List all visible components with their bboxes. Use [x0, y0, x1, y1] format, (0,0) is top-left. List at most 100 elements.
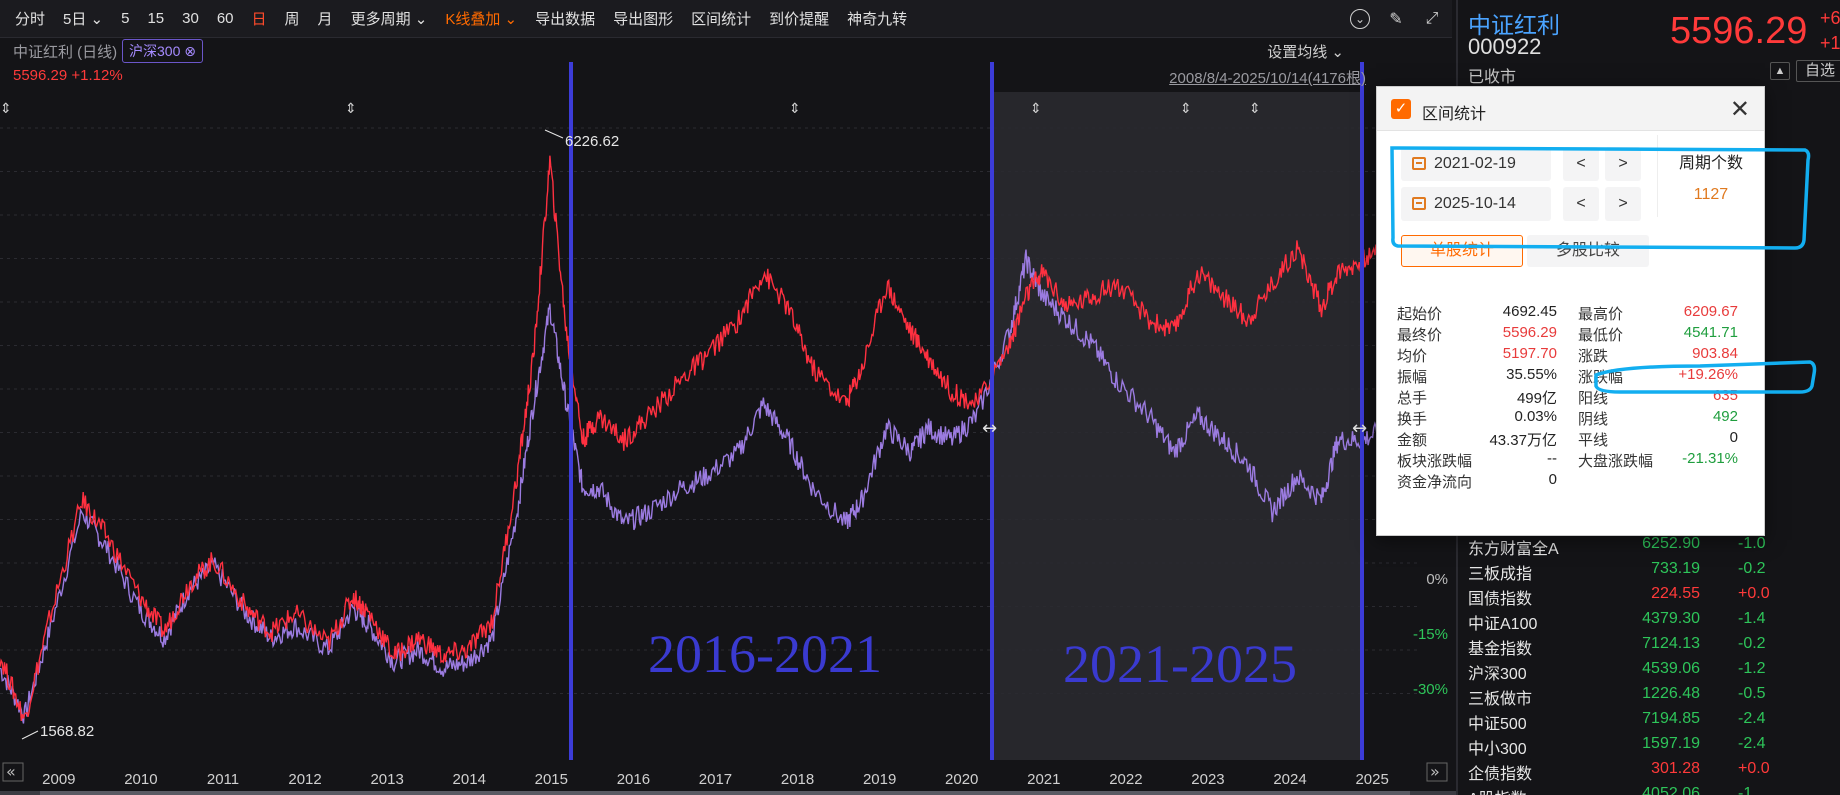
stat-row: 换手 0.03%: [1397, 408, 1557, 429]
list-item[interactable]: 中小300 1597.19 -2.4: [1458, 732, 1840, 758]
annotation-2016-2021: 2016-2021: [648, 624, 882, 684]
drag-handle-icon[interactable]: ⇕: [789, 101, 801, 117]
toolbar-item-6[interactable]: 日: [243, 8, 276, 29]
close-icon[interactable]: ✕: [1729, 96, 1750, 123]
list-item[interactable]: 中证A100 4379.30 -1.4: [1458, 607, 1840, 633]
stat-label: 涨跌: [1578, 348, 1609, 365]
stat-label: 起始价: [1397, 306, 1443, 323]
brush-icon[interactable]: ✎: [1389, 11, 1403, 28]
index-value: 4379.30: [1642, 610, 1700, 627]
stat-label: 换手: [1397, 411, 1428, 428]
index-pct: +0.0: [1738, 760, 1770, 777]
toolbar-item-label: 分时: [15, 11, 46, 28]
list-item[interactable]: A股指数 4052.06 -1.: [1458, 782, 1840, 795]
stat-row: 最高价 6209.67: [1578, 303, 1738, 324]
self-select-button[interactable]: 自选: [1796, 60, 1840, 82]
x-axis-tick: 2012: [288, 771, 321, 788]
toolbar-item-8[interactable]: 月: [309, 8, 342, 29]
list-item[interactable]: 三板成指 733.19 -0.2: [1458, 557, 1840, 583]
stat-row: 起始价 4692.45: [1397, 303, 1557, 324]
toolbar-item-label: 5: [121, 10, 130, 27]
index-value: 4539.06: [1642, 660, 1700, 677]
toolbar-item-2[interactable]: 5: [112, 10, 138, 27]
price-chart[interactable]: ⇕ ⇕ ⇕ ⇕ ⇕ ⇕ ↔ ↔ 6226.62 1568.82 0% -15% -30% 2016-202…: [0, 0, 1456, 795]
list-item[interactable]: 三板做市 1226.48 -0.5: [1458, 682, 1840, 708]
toolbar-item-10[interactable]: K线叠加 ⌄: [436, 8, 526, 29]
tab-multi-compare[interactable]: 多股比较: [1527, 235, 1649, 267]
chart-header: 中证红利 (日线) 沪深300 ⊗ 5596.29 +1.12% 设置均线 ⌄ …: [0, 38, 1452, 90]
toolbar-item-label: 60: [216, 10, 234, 27]
scroll-right-icon[interactable]: »: [1430, 762, 1440, 781]
toolbar-item-3[interactable]: 15: [138, 10, 173, 27]
close-icon[interactable]: ⊗: [184, 43, 196, 59]
overlay-tag[interactable]: 沪深300 ⊗: [122, 39, 203, 63]
list-item[interactable]: 基金指数 7124.13 -0.2: [1458, 632, 1840, 658]
stat-row: 平线 0: [1578, 429, 1738, 450]
scroll-left-icon[interactable]: «: [6, 762, 16, 781]
chevron-down-icon: ⌄: [500, 11, 518, 28]
stat-label: 振幅: [1397, 369, 1428, 386]
min-price-label: 1568.82: [40, 723, 94, 740]
start-next-button[interactable]: >: [1605, 147, 1641, 181]
toolbar-item-11[interactable]: 导出数据: [526, 8, 604, 29]
list-item[interactable]: 东方财富全A 6252.90 -1.0: [1458, 532, 1840, 558]
end-date-input[interactable]: 2025-10-14: [1401, 187, 1551, 221]
resize-handle-icon[interactable]: ↔: [1352, 418, 1367, 439]
toolbar-item-7[interactable]: 周: [276, 8, 309, 29]
end-prev-button[interactable]: <: [1563, 187, 1599, 221]
alert-icon[interactable]: ▲: [1770, 62, 1790, 80]
stat-label: 板块涨跌幅: [1397, 453, 1473, 470]
stat-label: 平线: [1578, 432, 1609, 449]
start-prev-button[interactable]: <: [1563, 147, 1599, 181]
toolbar-item-5[interactable]: 60: [208, 10, 243, 27]
stat-value: 5596.29: [1502, 324, 1557, 341]
ma-setting-button[interactable]: 设置均线 ⌄: [1267, 41, 1344, 62]
toolbar-item-1[interactable]: 5日 ⌄: [54, 8, 112, 29]
toolbar-item-9[interactable]: 更多周期 ⌄: [342, 8, 437, 29]
drag-handle-icon[interactable]: ⇕: [1030, 101, 1042, 117]
toolbar-item-label: 月: [317, 11, 333, 28]
chevron-down-icon: ⌄: [410, 11, 428, 28]
tab-single-stock[interactable]: 单股统计: [1401, 235, 1523, 267]
index-value: 733.19: [1651, 560, 1700, 577]
x-axis-band: [0, 760, 1456, 795]
stat-value: 903.84: [1692, 345, 1738, 362]
drag-handle-icon[interactable]: ⇕: [345, 101, 357, 117]
drag-handle-icon[interactable]: ⇕: [1180, 101, 1192, 117]
list-item[interactable]: 企债指数 301.28 +0.0: [1458, 757, 1840, 783]
list-item[interactable]: 中证500 7194.85 -2.4: [1458, 707, 1840, 733]
toolbar-item-15[interactable]: 神奇九转: [838, 8, 916, 29]
x-axis-tick: 2011: [207, 771, 239, 788]
index-value: 1226.48: [1642, 685, 1700, 702]
drag-handle-icon[interactable]: ⇕: [0, 101, 12, 117]
toolbar-item-13[interactable]: 区间统计: [682, 8, 760, 29]
chevron-circle-icon[interactable]: ⌄: [1350, 9, 1370, 29]
index-name: 东方财富全A: [1468, 541, 1559, 558]
ma-setting-label: 设置均线: [1267, 44, 1328, 61]
list-item[interactable]: 国债指数 224.55 +0.0: [1458, 582, 1840, 608]
toolbar-item-14[interactable]: 到价提醒: [760, 8, 838, 29]
stat-label: 大盘涨跌幅: [1578, 453, 1654, 470]
toolbar-item-12[interactable]: 导出图形: [604, 8, 682, 29]
resize-handle-icon[interactable]: ↔: [982, 418, 997, 439]
x-axis-tick: 2023: [1191, 771, 1224, 788]
stat-label: 最终价: [1397, 327, 1443, 344]
calendar-icon: [1412, 157, 1426, 170]
toolbar-item-label: K线叠加: [445, 11, 501, 28]
chevron-down-icon: ⌄: [86, 11, 104, 28]
toolbar-item-0[interactable]: 分时: [6, 8, 54, 29]
stat-row: 阳线 635: [1578, 387, 1738, 408]
toolbar-item-label: 更多周期: [350, 11, 411, 28]
index-pct: -0.2: [1738, 560, 1766, 577]
stat-row: 最低价 4541.71: [1578, 324, 1738, 345]
index-value: 1597.19: [1642, 735, 1700, 752]
fullscreen-icon[interactable]: ⤢: [1425, 10, 1439, 27]
toolbar-item-4[interactable]: 30: [173, 10, 208, 27]
list-item[interactable]: 沪深300 4539.06 -1.2: [1458, 657, 1840, 683]
index-name: 沪深300: [1468, 666, 1527, 683]
scrollbar-thumb[interactable]: [40, 791, 1410, 795]
date-range-link[interactable]: 2008/8/4-2025/10/14(4176根): [1169, 67, 1366, 88]
start-date-input[interactable]: 2021-02-19: [1401, 147, 1551, 181]
drag-handle-icon[interactable]: ⇕: [1249, 101, 1261, 117]
end-next-button[interactable]: >: [1605, 187, 1641, 221]
